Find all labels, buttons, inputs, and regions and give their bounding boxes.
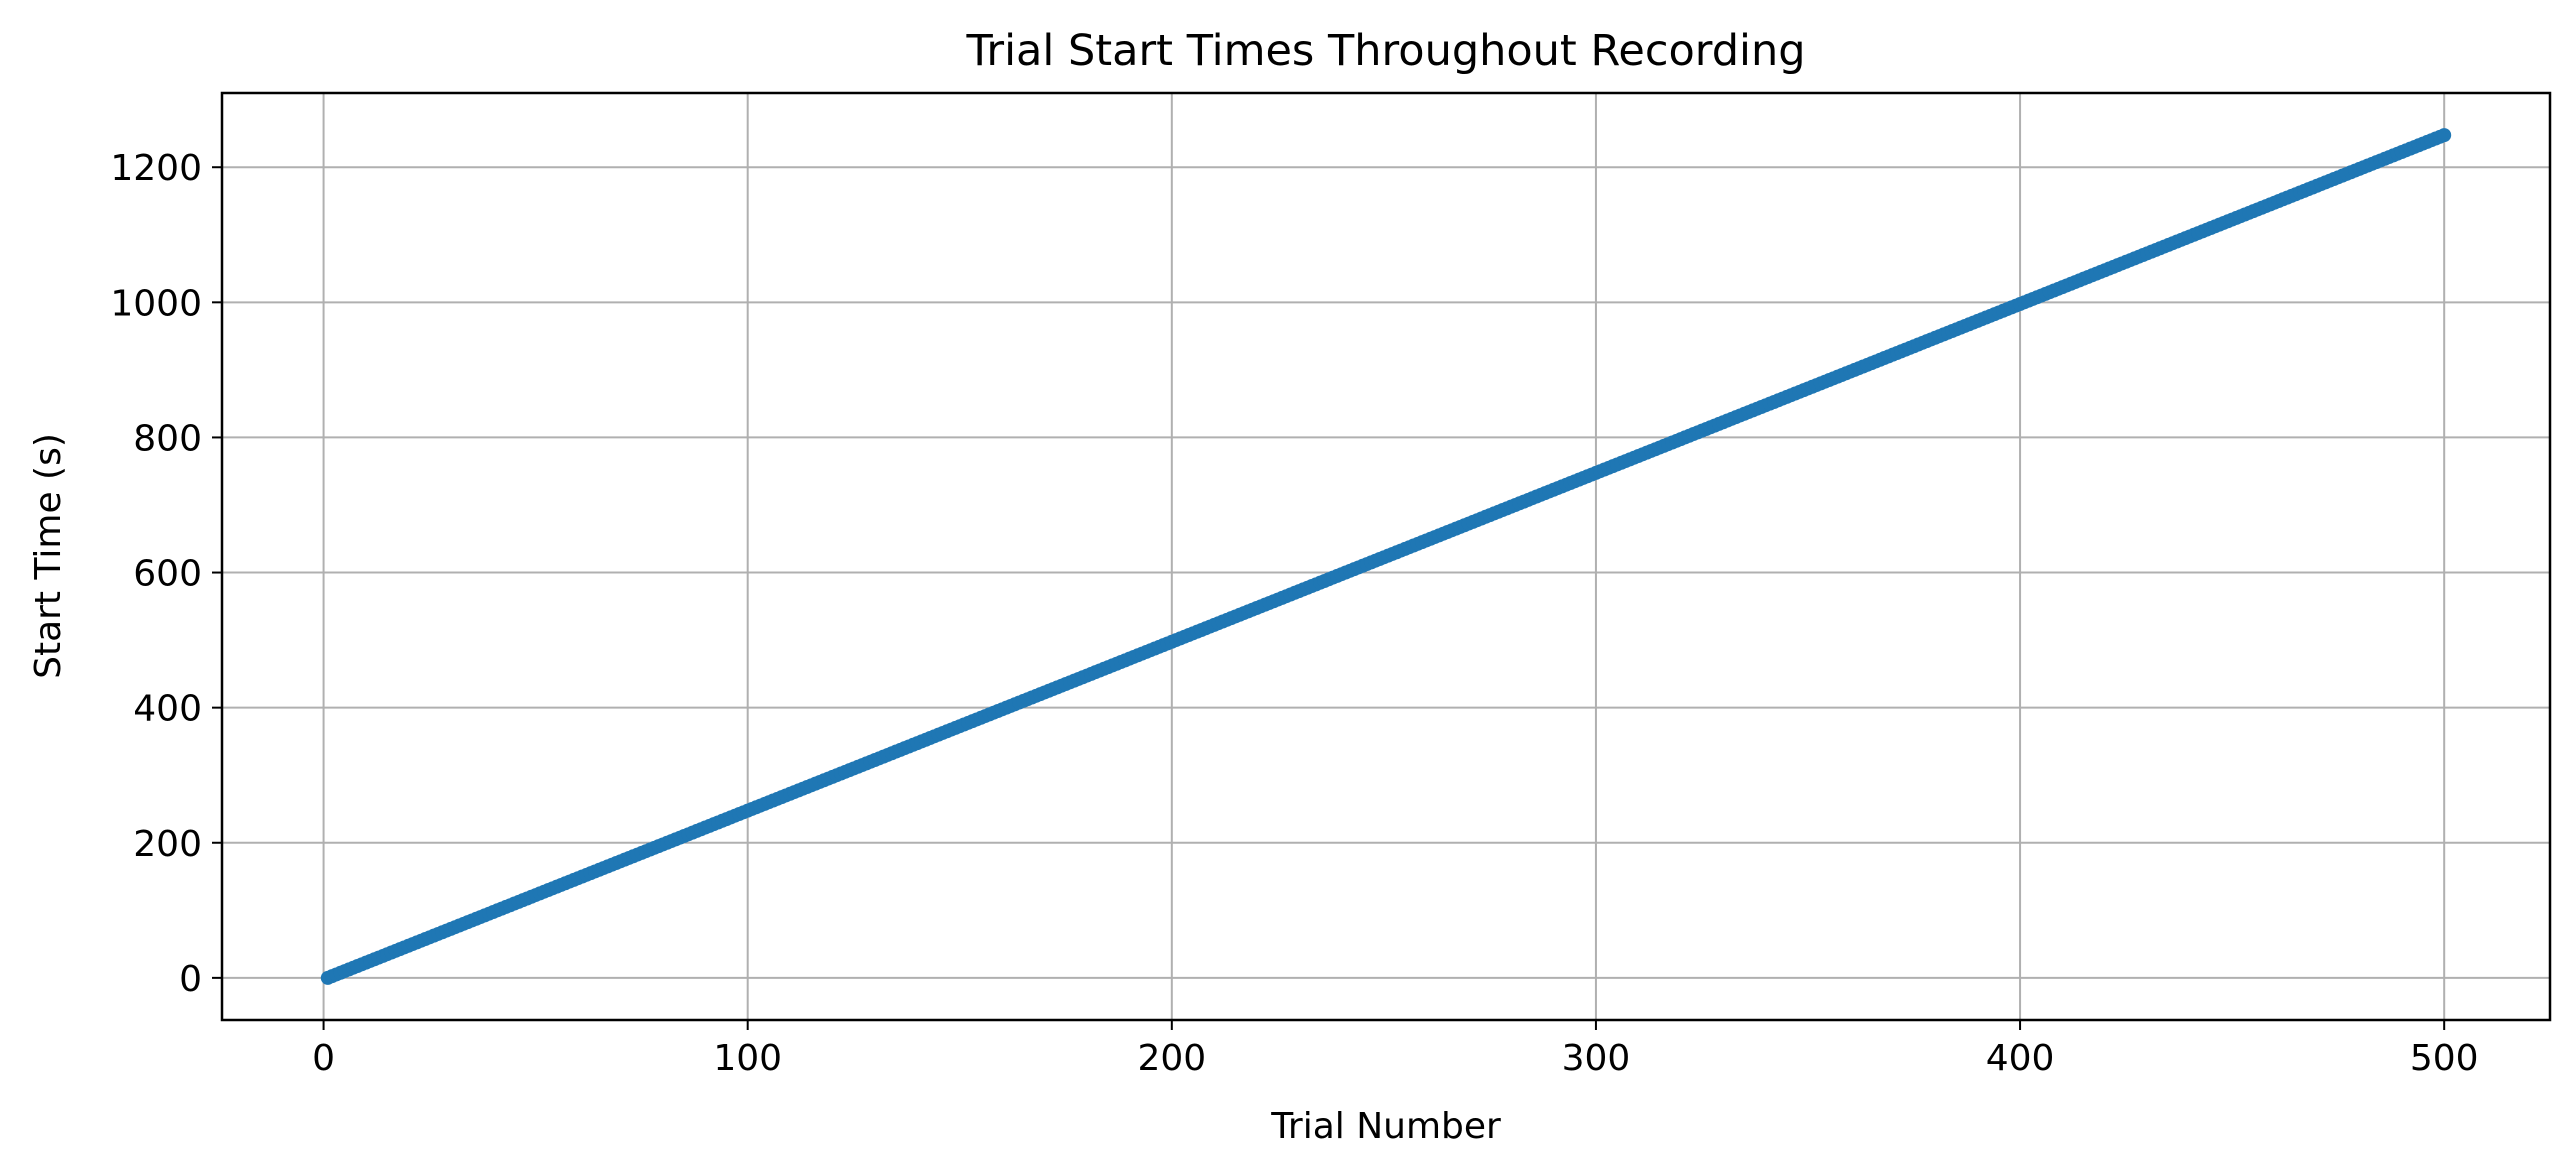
y-tick-label: 400 (133, 689, 202, 730)
data-series (320, 128, 2452, 985)
y-tick-label: 800 (133, 418, 202, 459)
series-group (320, 128, 2452, 985)
y-tick-label: 600 (133, 554, 202, 595)
x-tick-label: 0 (312, 1038, 335, 1079)
grid-lines (222, 93, 2550, 1020)
x-tick-label: 500 (2410, 1038, 2479, 1079)
x-tick-label: 100 (713, 1038, 782, 1079)
y-tick-label: 1200 (110, 148, 202, 189)
data-point (2437, 128, 2452, 143)
plot-frame (220, 91, 2552, 1022)
axis-ticks: 0 100 200 300 400 500 0 200 400 600 800 1000 1200 (110, 148, 2478, 1079)
y-tick-label: 1000 (110, 283, 202, 324)
x-axis-label: Trial Number (1270, 1106, 1501, 1147)
x-tick-label: 400 (1986, 1038, 2055, 1079)
x-tick-label: 300 (1562, 1038, 1631, 1079)
y-axis-label: Start Time (s) (28, 433, 69, 679)
chart-title: Trial Start Times Throughout Recording (965, 26, 1805, 76)
y-tick-label: 200 (133, 824, 202, 865)
x-tick-label: 200 (1137, 1038, 1206, 1079)
y-tick-label: 0 (179, 959, 202, 1000)
